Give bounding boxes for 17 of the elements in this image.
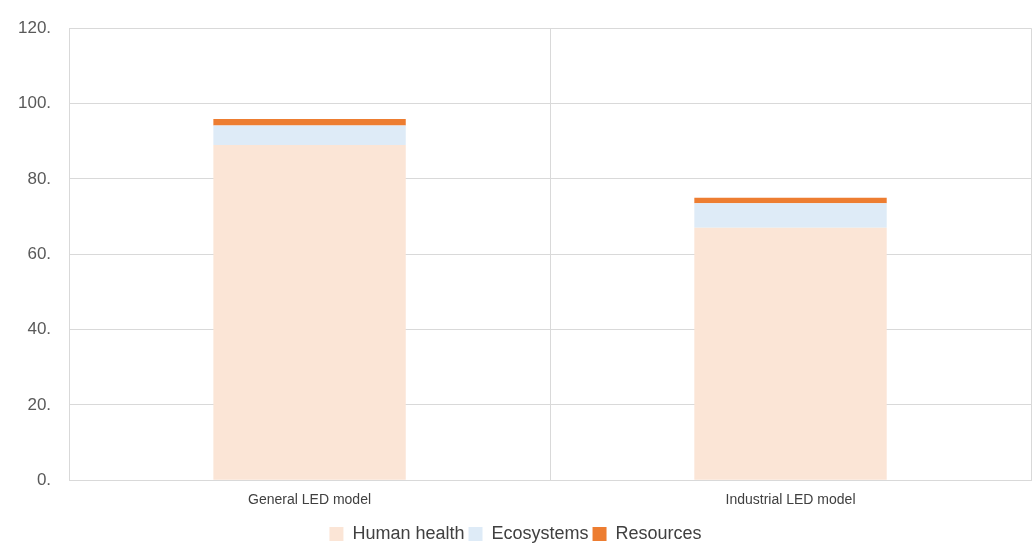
x-tick-label: Industrial LED model: [725, 491, 856, 508]
y-tick-label: 120.: [17, 17, 52, 37]
y-tick-label: 100.: [17, 93, 52, 113]
y-tick-label: 60.: [27, 243, 52, 263]
legend-label: Resources: [615, 522, 702, 543]
x-tick-label: General LED model: [248, 491, 372, 508]
y-tick-label: 40.: [27, 319, 52, 339]
bar: [694, 203, 887, 228]
bar: [213, 125, 406, 145]
y-tick-label: 0.: [36, 469, 52, 489]
legend-label: Ecosystems: [491, 522, 589, 543]
bar: [213, 144, 406, 480]
legend-label: Human health: [352, 522, 465, 543]
y-tick-label: 20.: [27, 394, 52, 414]
y-tick-label: 80.: [27, 168, 52, 188]
bar: [213, 118, 406, 126]
bar: [694, 227, 887, 480]
